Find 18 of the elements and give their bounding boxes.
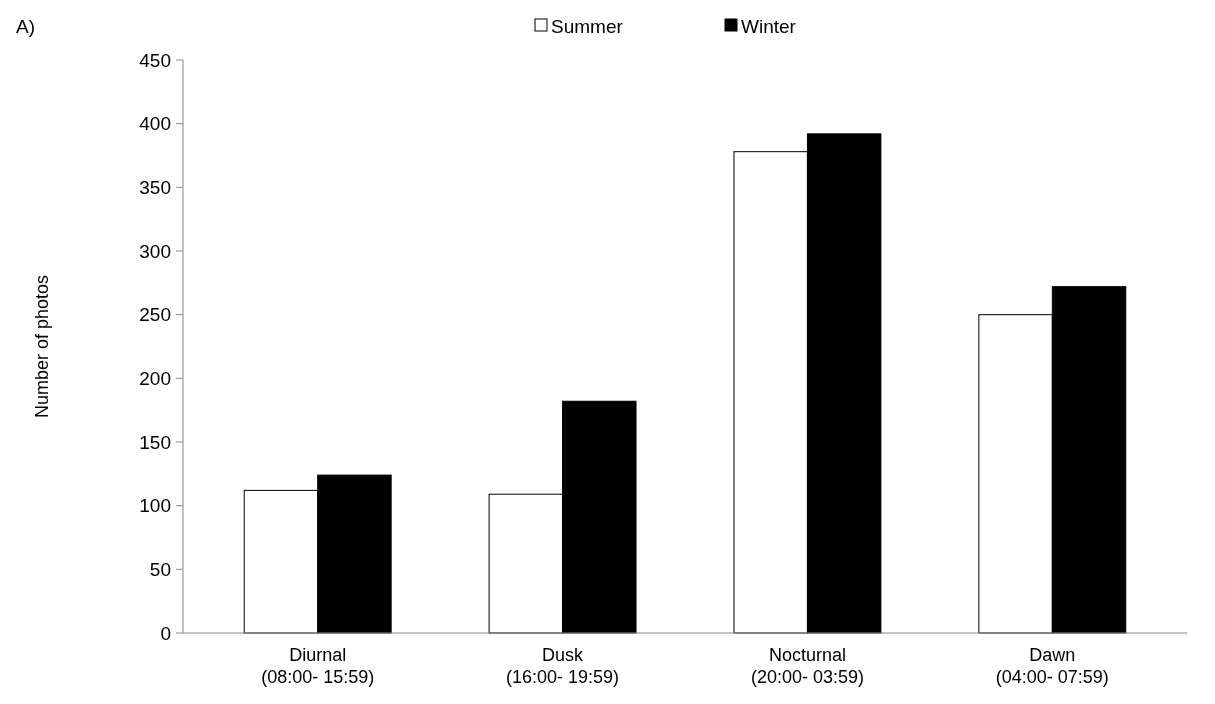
y-tick-label: 250 bbox=[139, 304, 171, 326]
y-tick-label: 200 bbox=[139, 367, 171, 389]
x-tick-label: Diurnal (08:00- 15:59) bbox=[261, 645, 375, 687]
y-tick-label: 400 bbox=[139, 113, 171, 135]
y-tick-label: 450 bbox=[139, 49, 171, 71]
x-tick-label: Nocturnal (20:00- 03:59) bbox=[750, 645, 864, 687]
y-tick-label: 50 bbox=[149, 558, 171, 580]
x-tick-label: Dusk (16:00- 19:59) bbox=[506, 645, 620, 687]
text: A) bbox=[16, 16, 35, 37]
y-tick-label: 300 bbox=[139, 240, 171, 262]
x-tick-label: Dawn (04:00- 07:59) bbox=[995, 645, 1109, 687]
y-tick-label: 150 bbox=[139, 431, 171, 453]
y-tick-label: 0 bbox=[160, 622, 171, 644]
legend-label: Summer bbox=[551, 15, 624, 37]
y-tick-label: 100 bbox=[139, 495, 171, 517]
y-axis-title: Number of photos bbox=[32, 274, 52, 419]
legend-label: Winter bbox=[741, 15, 797, 37]
y-tick-label: 350 bbox=[139, 176, 171, 198]
